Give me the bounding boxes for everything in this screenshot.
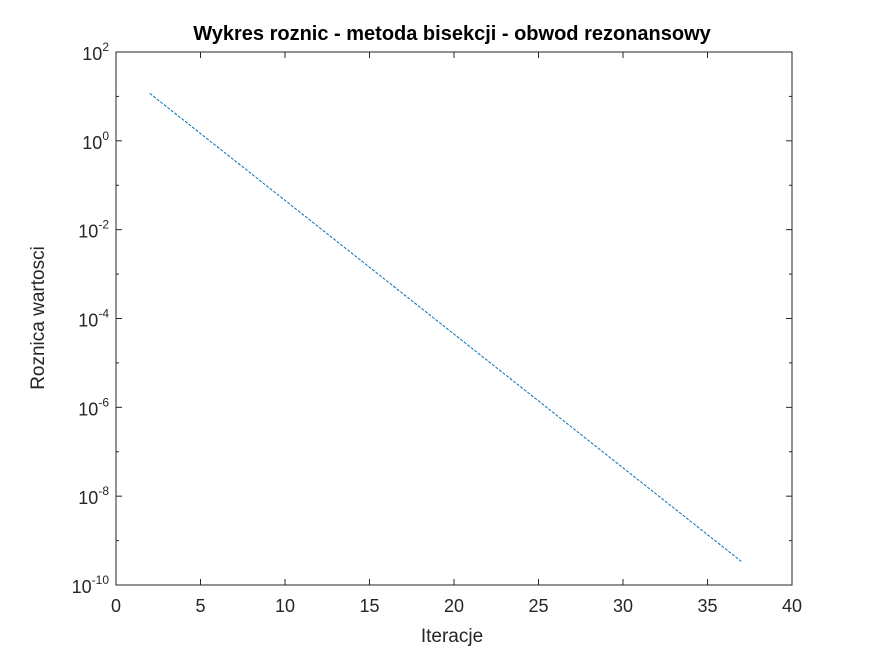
x-tick-label: 20: [444, 596, 464, 616]
plot-area: [115, 51, 793, 586]
y-axis: 10-10 10-8 10-6 10-4 10-2 100 102: [72, 40, 792, 597]
y-tick-label: 102: [82, 40, 109, 64]
x-axis: 0 5 10 15 20 25 30 35 40: [111, 52, 802, 616]
y-tick-label: 10-10: [72, 573, 110, 597]
y-tick-label: 10-4: [78, 307, 109, 331]
x-tick-label: 25: [528, 596, 548, 616]
x-tick-label: 10: [275, 596, 295, 616]
x-tick-label: 30: [613, 596, 633, 616]
x-axis-label: Iteracje: [421, 626, 483, 647]
x-tick-label: 5: [195, 596, 205, 616]
x-tick-label: 35: [697, 596, 717, 616]
y-tick-label: 10-2: [78, 218, 109, 242]
y-tick-label: 100: [82, 129, 109, 153]
chart-title: Wykres roznic - metoda bisekcji - obwod …: [193, 23, 711, 45]
y-tick-label: 10-8: [78, 484, 109, 508]
series-line: [149, 93, 742, 562]
y-tick-label: 10-6: [78, 395, 109, 419]
x-tick-label: 15: [359, 596, 379, 616]
x-tick-label: 40: [782, 596, 802, 616]
x-tick-label: 0: [111, 596, 121, 616]
y-axis-label: Roznica wartosci: [28, 246, 49, 390]
axes-box: [115, 51, 793, 586]
